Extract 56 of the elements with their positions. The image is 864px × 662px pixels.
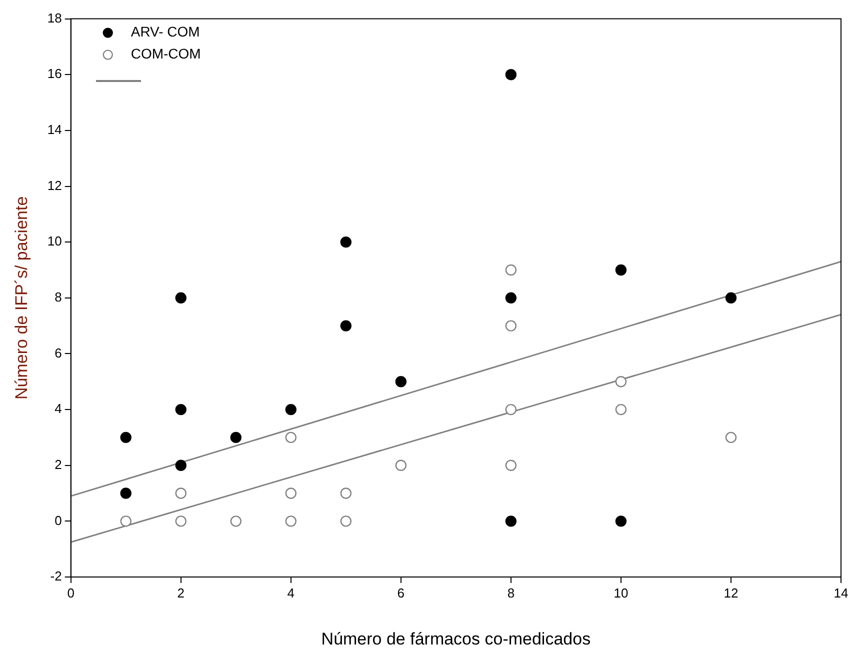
point	[285, 488, 296, 499]
y-tick-label: 12	[47, 178, 62, 193]
point	[340, 236, 352, 248]
x-tick-label: 2	[177, 585, 184, 600]
point	[230, 516, 242, 527]
point	[285, 432, 296, 444]
x-tick-label: 14	[834, 585, 848, 600]
point	[395, 460, 407, 471]
point	[505, 264, 517, 276]
point	[175, 404, 186, 416]
x-axis-title: Número de fármacos co-medicados	[321, 629, 591, 648]
point	[175, 460, 186, 471]
x-tick-label: 0	[67, 585, 74, 600]
y-tick-label: 6	[54, 345, 62, 360]
legend-label: COM-COM	[130, 46, 201, 62]
point	[120, 488, 132, 499]
point	[340, 488, 352, 499]
legend-label: ARV- COM	[130, 24, 200, 40]
point	[175, 516, 186, 527]
x-tick-label: 4	[287, 585, 295, 600]
point	[505, 320, 517, 332]
point	[395, 376, 407, 388]
x-tick-label: 10	[614, 585, 628, 600]
point	[120, 516, 132, 527]
point	[285, 404, 296, 416]
point	[505, 516, 517, 527]
y-tick-label: 8	[54, 289, 62, 304]
point	[505, 292, 517, 304]
x-tick-label: 8	[507, 585, 515, 600]
point	[120, 432, 132, 444]
point	[615, 264, 627, 276]
point	[340, 516, 352, 527]
point	[340, 320, 352, 332]
point	[505, 404, 517, 416]
point	[615, 404, 627, 416]
y-tick-label: 18	[47, 10, 62, 26]
y-tick-label: 16	[47, 66, 62, 82]
y-tick-label: 14	[47, 122, 62, 138]
point	[615, 516, 627, 527]
y-tick-label: 2	[54, 456, 62, 472]
y-tick-label: -2	[50, 568, 62, 584]
point	[725, 432, 737, 444]
point	[725, 292, 737, 304]
y-tick-label: 10	[47, 234, 62, 249]
x-tick-label: 6	[397, 585, 405, 600]
x-tick-label: 12	[724, 585, 738, 600]
point	[175, 292, 186, 304]
point	[285, 516, 296, 527]
y-tick-label: 4	[54, 401, 62, 416]
point	[505, 460, 517, 471]
point	[175, 488, 186, 499]
y-axis-title: Número de IFP´s/ paciente	[12, 196, 31, 400]
y-tick-label: 0	[54, 512, 62, 528]
point	[505, 69, 517, 80]
point	[230, 432, 242, 444]
point	[615, 376, 627, 388]
